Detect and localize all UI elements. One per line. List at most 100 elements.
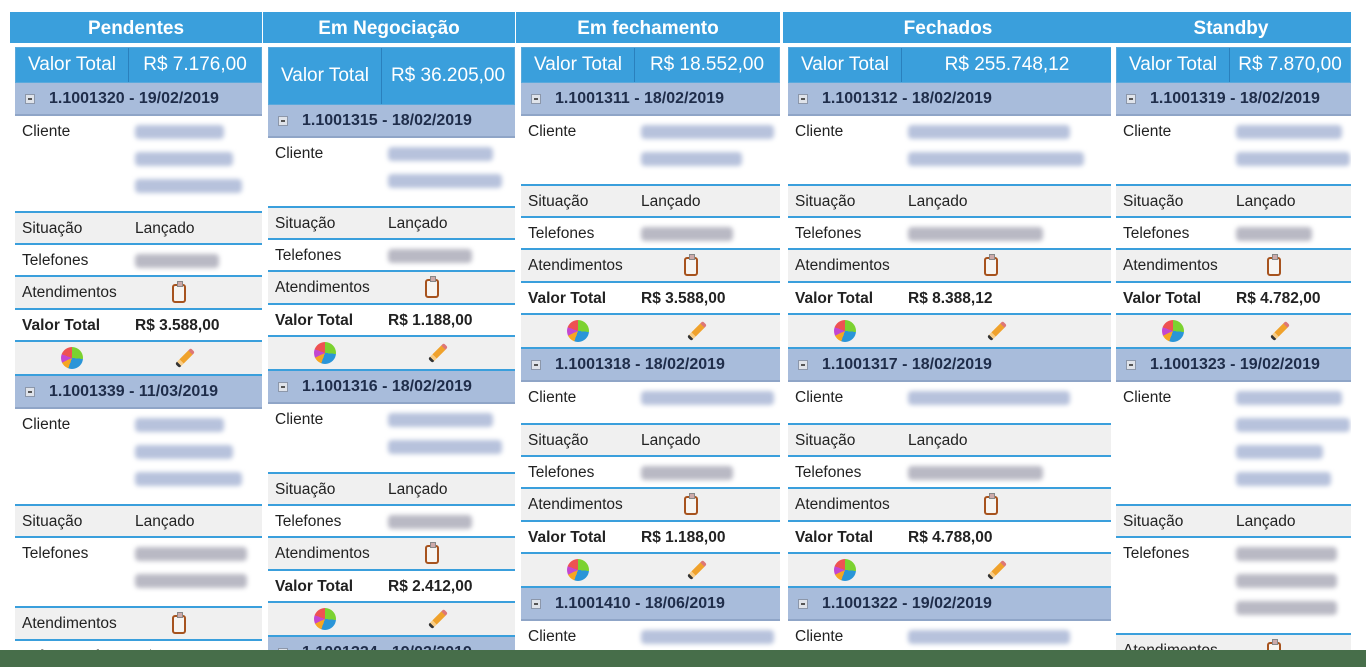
summary-value: R$ 255.748,12 bbox=[944, 54, 1070, 75]
deal-card[interactable]: 1.1001316 - 18/02/2019 Cliente Situação … bbox=[268, 371, 515, 637]
deal-card[interactable]: 1.1001320 - 19/02/2019 Cliente Situação … bbox=[15, 83, 262, 376]
card-header[interactable]: 1.1001319 - 18/02/2019 bbox=[1116, 83, 1351, 116]
row-cliente: Cliente bbox=[521, 382, 780, 425]
card-title: 1.1001410 - 18/06/2019 bbox=[555, 594, 725, 612]
pencil-edit-icon[interactable] bbox=[428, 342, 448, 363]
row-atendimentos: Atendimentos bbox=[1116, 250, 1351, 283]
valor-total-label: Valor Total bbox=[275, 578, 354, 595]
row-cliente: Cliente bbox=[788, 621, 1113, 650]
situacao-value: Lançado bbox=[388, 215, 448, 232]
column-summary: Valor Total R$ 7.870,00 bbox=[1116, 47, 1351, 83]
clipboard-icon[interactable] bbox=[424, 542, 439, 564]
deal-card[interactable]: 1.1001323 - 19/02/2019 Cliente Situação … bbox=[1116, 349, 1351, 650]
situacao-label: Situação bbox=[275, 215, 336, 232]
deal-card[interactable]: 1.1001410 - 18/06/2019 Cliente bbox=[521, 588, 780, 650]
situacao-label: Situação bbox=[528, 432, 589, 449]
pie-chart-icon[interactable] bbox=[833, 559, 856, 581]
collapse-icon[interactable] bbox=[1126, 93, 1136, 104]
collapse-icon[interactable] bbox=[798, 93, 808, 104]
deal-card[interactable]: 1.1001315 - 18/02/2019 Cliente Situação … bbox=[268, 105, 515, 371]
collapse-icon[interactable] bbox=[798, 598, 808, 609]
card-header[interactable]: 1.1001316 - 18/02/2019 bbox=[268, 371, 515, 404]
card-header[interactable]: 1.1001324 - 19/02/2019 bbox=[268, 637, 515, 650]
telefones-label: Telefones bbox=[795, 464, 862, 481]
pencil-edit-icon[interactable] bbox=[175, 347, 195, 368]
deal-card[interactable]: 1.1001324 - 19/02/2019 bbox=[268, 637, 515, 650]
card-header[interactable]: 1.1001323 - 19/02/2019 bbox=[1116, 349, 1351, 382]
column-em-fechamento: Em fechamento Valor Total R$ 18.552,00 1… bbox=[516, 12, 780, 650]
collapse-icon[interactable] bbox=[278, 647, 288, 650]
card-title: 1.1001316 - 18/02/2019 bbox=[302, 377, 472, 395]
telefones-value-redacted bbox=[641, 225, 780, 243]
collapse-icon[interactable] bbox=[531, 598, 541, 609]
deal-card[interactable]: 1.1001318 - 18/02/2019 Cliente Situação … bbox=[521, 349, 780, 588]
pencil-edit-icon[interactable] bbox=[428, 608, 448, 629]
clipboard-icon[interactable] bbox=[683, 493, 698, 515]
collapse-icon[interactable] bbox=[531, 93, 541, 104]
pencil-edit-icon[interactable] bbox=[1270, 320, 1290, 341]
column-title: Em Negociação bbox=[263, 12, 515, 45]
collapse-icon[interactable] bbox=[278, 115, 288, 126]
pie-chart-icon[interactable] bbox=[313, 608, 336, 630]
row-cliente: Cliente bbox=[15, 409, 262, 506]
row-telefones: Telefones bbox=[268, 240, 515, 272]
collapse-icon[interactable] bbox=[25, 386, 35, 397]
card-header[interactable]: 1.1001312 - 18/02/2019 bbox=[788, 83, 1113, 116]
pencil-edit-icon[interactable] bbox=[687, 320, 707, 341]
pie-chart-icon[interactable] bbox=[60, 347, 83, 369]
cliente-label: Cliente bbox=[22, 416, 71, 433]
clipboard-icon[interactable] bbox=[983, 254, 998, 276]
card-actions bbox=[268, 337, 515, 371]
deal-card[interactable]: 1.1001339 - 11/03/2019 Cliente Situação … bbox=[15, 376, 262, 650]
atendimentos-label: Atendimentos bbox=[795, 257, 890, 274]
deal-card[interactable]: 1.1001322 - 19/02/2019 Cliente bbox=[788, 588, 1113, 650]
card-header[interactable]: 1.1001317 - 18/02/2019 bbox=[788, 349, 1113, 382]
cliente-value-redacted bbox=[641, 628, 780, 650]
cliente-label: Cliente bbox=[795, 389, 844, 406]
row-atendimentos: Atendimentos bbox=[521, 250, 780, 283]
pencil-edit-icon[interactable] bbox=[987, 320, 1007, 341]
card-header[interactable]: 1.1001339 - 11/03/2019 bbox=[15, 376, 262, 409]
collapse-icon[interactable] bbox=[25, 93, 35, 104]
card-header[interactable]: 1.1001410 - 18/06/2019 bbox=[521, 588, 780, 621]
row-atendimentos: Atendimentos bbox=[268, 272, 515, 305]
pie-chart-icon[interactable] bbox=[566, 320, 589, 342]
valor-total-value: R$ 3.588,00 bbox=[135, 648, 262, 650]
collapse-icon[interactable] bbox=[1126, 359, 1136, 370]
card-title: 1.1001317 - 18/02/2019 bbox=[822, 355, 992, 373]
clipboard-icon[interactable] bbox=[683, 254, 698, 276]
row-telefones: Telefones bbox=[15, 538, 262, 608]
situacao-label: Situação bbox=[22, 220, 83, 237]
atendimentos-label: Atendimentos bbox=[275, 545, 370, 562]
card-header[interactable]: 1.1001322 - 19/02/2019 bbox=[788, 588, 1113, 621]
situacao-label: Situação bbox=[528, 193, 589, 210]
card-header[interactable]: 1.1001311 - 18/02/2019 bbox=[521, 83, 780, 116]
collapse-icon[interactable] bbox=[531, 359, 541, 370]
deal-card[interactable]: 1.1001312 - 18/02/2019 Cliente Situação … bbox=[788, 83, 1113, 349]
telefones-label: Telefones bbox=[275, 247, 342, 264]
card-header[interactable]: 1.1001320 - 19/02/2019 bbox=[15, 83, 262, 116]
telefones-label: Telefones bbox=[22, 252, 89, 269]
clipboard-icon[interactable] bbox=[983, 493, 998, 515]
card-title: 1.1001315 - 18/02/2019 bbox=[302, 111, 472, 129]
row-valor-total: Valor Total R$ 3.588,00 bbox=[521, 283, 780, 315]
deal-card[interactable]: 1.1001319 - 18/02/2019 Cliente Situação … bbox=[1116, 83, 1351, 349]
clipboard-icon[interactable] bbox=[171, 612, 186, 634]
pie-chart-icon[interactable] bbox=[1161, 320, 1184, 342]
clipboard-icon[interactable] bbox=[171, 281, 186, 303]
pie-chart-icon[interactable] bbox=[833, 320, 856, 342]
pencil-edit-icon[interactable] bbox=[687, 559, 707, 580]
card-header[interactable]: 1.1001315 - 18/02/2019 bbox=[268, 105, 515, 138]
clipboard-icon[interactable] bbox=[424, 276, 439, 298]
summary-value: R$ 18.552,00 bbox=[649, 54, 765, 75]
pie-chart-icon[interactable] bbox=[566, 559, 589, 581]
deal-card[interactable]: 1.1001317 - 18/02/2019 Cliente Situação … bbox=[788, 349, 1113, 588]
clipboard-icon[interactable] bbox=[1266, 639, 1281, 650]
clipboard-icon[interactable] bbox=[1266, 254, 1281, 276]
pencil-edit-icon[interactable] bbox=[987, 559, 1007, 580]
collapse-icon[interactable] bbox=[278, 381, 288, 392]
pie-chart-icon[interactable] bbox=[313, 342, 336, 364]
deal-card[interactable]: 1.1001311 - 18/02/2019 Cliente Situação … bbox=[521, 83, 780, 349]
card-header[interactable]: 1.1001318 - 18/02/2019 bbox=[521, 349, 780, 382]
collapse-icon[interactable] bbox=[798, 359, 808, 370]
